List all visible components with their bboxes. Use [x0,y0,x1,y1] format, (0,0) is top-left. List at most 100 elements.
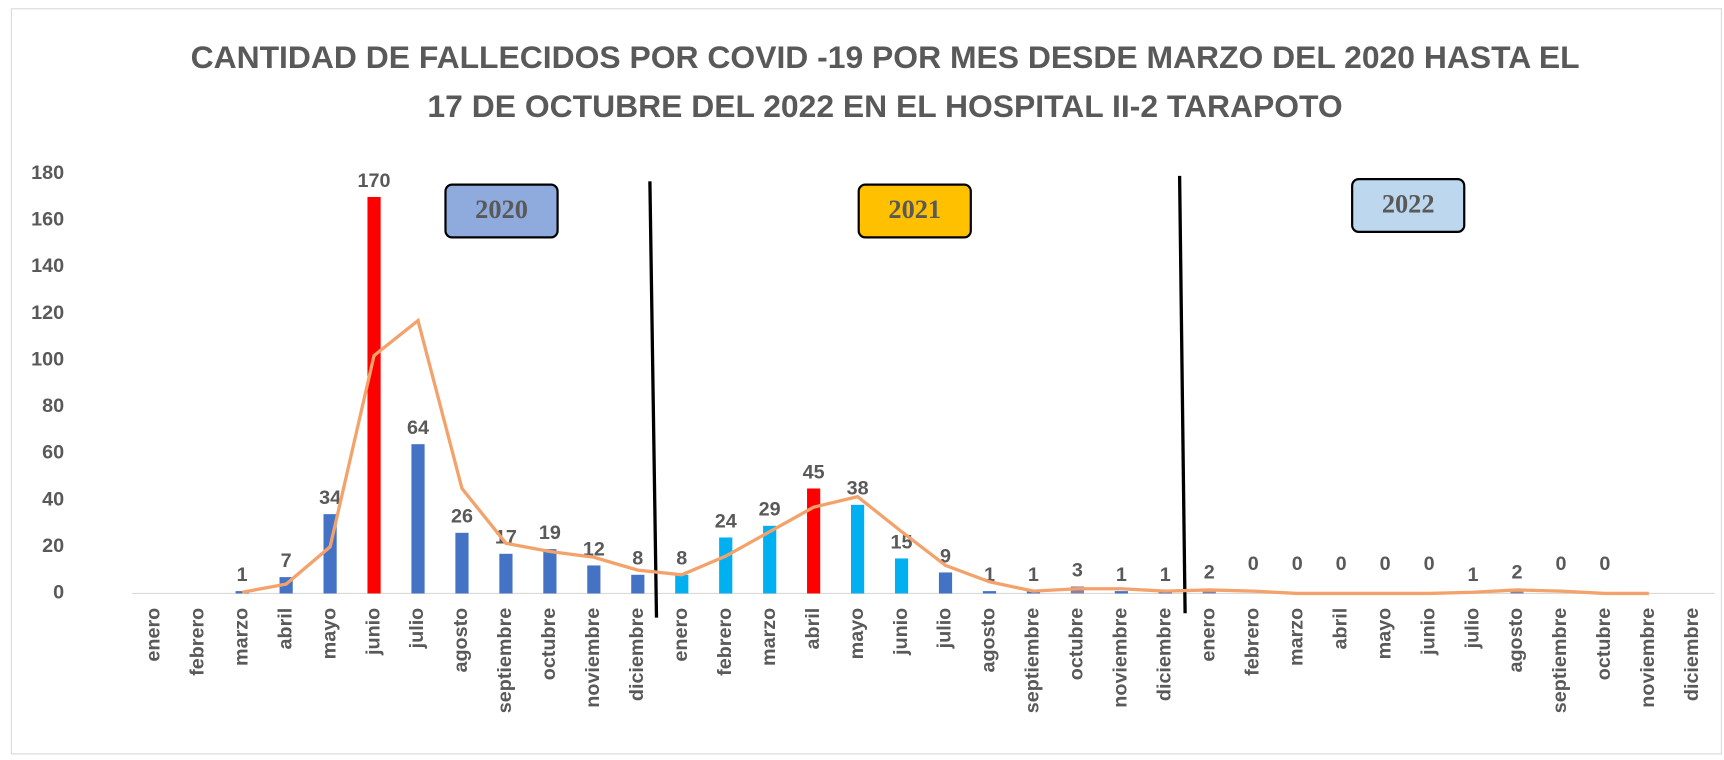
x-tick-label: agosto [1505,608,1527,673]
x-tick-label: abril [1329,608,1351,650]
data-label: 45 [803,461,825,483]
data-label: 24 [715,510,737,532]
data-label: 12 [583,538,605,560]
data-label: 0 [1424,553,1435,575]
x-tick-label: abril [274,608,296,650]
x-tick-label: noviembre [1110,608,1132,708]
data-label: 38 [847,478,869,500]
year-label: 2021 [888,195,941,224]
year-box [1351,178,1466,233]
x-tick-label: marzo [1285,608,1307,666]
year-box [444,183,559,239]
x-tick-label: diciembre [1154,608,1176,701]
data-label: 26 [451,506,473,528]
x-tick-label: junio [1417,608,1439,656]
bar [499,553,513,594]
x-tick-label: agosto [978,608,1000,673]
data-label: 0 [1599,553,1610,575]
year-separator [1177,175,1187,614]
year-separator [648,181,659,618]
data-label: 19 [539,522,561,544]
bar [455,532,469,594]
x-tick-label: noviembre [1637,608,1659,708]
x-tick-label: julio [934,608,956,650]
bar [938,572,953,594]
x-tick-label: febrero [186,608,208,676]
x-tick-label: febrero [1241,608,1263,676]
x-tick-label: mayo [318,608,340,660]
data-label: 1 [237,564,248,586]
y-tick-label: 80 [42,395,64,417]
data-label: 0 [1336,553,1347,575]
bar [894,558,909,594]
x-tick-label: abril [802,608,824,650]
bar [675,574,689,594]
bar [367,196,381,594]
year-box [857,183,972,239]
x-tick-label: octubre [1066,608,1088,680]
y-tick-label: 100 [31,348,64,370]
x-tick-label: febrero [714,608,736,676]
trend-line [241,317,1649,596]
x-tick-label: junio [890,608,912,656]
bar [543,549,557,594]
y-tick-label: 40 [42,488,64,510]
data-label: 64 [407,417,429,439]
data-label: 8 [632,548,643,570]
data-label: 0 [1292,553,1303,575]
data-label: 34 [319,487,341,509]
data-label: 0 [1380,553,1391,575]
x-tick-label: marzo [230,608,252,666]
x-tick-label: mayo [1373,608,1395,660]
x-tick-label: septiembre [1549,608,1571,713]
data-label: 0 [1248,553,1259,575]
data-label: 9 [940,545,951,567]
bar [851,504,865,594]
bar [1114,591,1128,594]
data-label: 15 [891,531,913,553]
bar [235,591,249,594]
data-label: 1 [1028,564,1039,586]
data-label: 1 [984,564,995,586]
x-tick-label: enero [1197,608,1219,662]
data-label: 29 [759,499,781,521]
bar [587,565,601,594]
year-label: 2022 [1382,190,1435,219]
x-tick-label: enero [670,608,692,662]
data-label: 3 [1072,559,1083,581]
bar [719,537,733,594]
data-label: 2 [1204,562,1215,584]
x-tick-label: noviembre [582,608,604,708]
y-tick-label: 140 [31,255,64,277]
data-label: 7 [281,550,292,572]
data-label: 1 [1160,564,1171,586]
data-label: 1 [1468,564,1479,586]
x-tick-label: mayo [846,608,868,660]
data-label: 170 [358,170,391,192]
x-tick-label: octubre [538,608,560,680]
chart-title: CANTIDAD DE FALLECIDOS POR COVID -19 POR… [191,39,1580,75]
x-tick-label: agosto [450,608,472,673]
bar [982,591,997,594]
x-tick-label: julio [1461,608,1483,650]
year-label: 2020 [475,195,528,224]
data-label: 0 [1555,553,1566,575]
x-tick-label: julio [406,608,428,650]
bar [807,488,821,594]
y-tick-label: 120 [31,302,64,324]
chart-frame [10,8,1722,755]
bar [763,525,777,594]
data-label: 2 [1511,562,1522,584]
x-tick-label: diciembre [626,608,648,701]
data-label: 1 [1116,564,1127,586]
bar [411,444,425,594]
bar [631,574,645,594]
y-tick-label: 20 [42,535,64,557]
y-tick-label: 0 [53,582,64,604]
data-label: 8 [676,548,687,570]
x-tick-label: junio [362,608,384,656]
x-tick-label: enero [142,608,164,662]
x-tick-label: octubre [1593,608,1615,680]
x-tick-label: diciembre [1681,608,1703,701]
